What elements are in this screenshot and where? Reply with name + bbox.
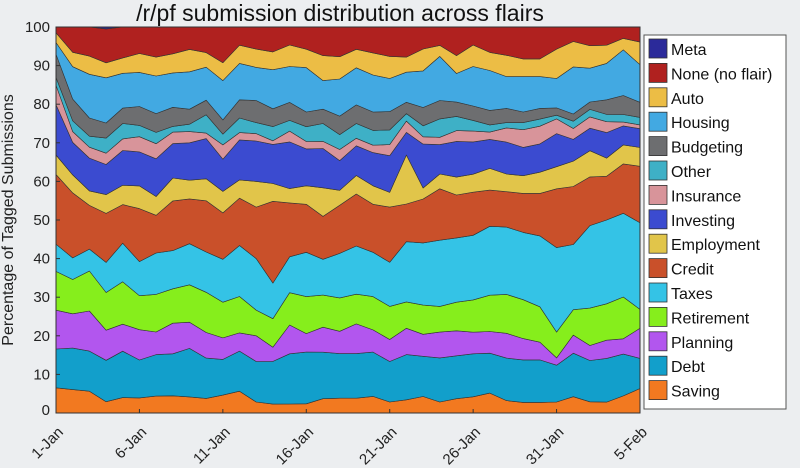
- x-tick-label: 11-Jan: [190, 424, 234, 468]
- y-tick-label: 70: [33, 135, 50, 152]
- legend-label: Employment: [671, 237, 760, 254]
- legend-label: Debt: [671, 359, 705, 376]
- y-tick-label: 30: [33, 289, 50, 306]
- y-axis-label: Percentage of Tagged Submissions: [0, 94, 17, 345]
- legend-label: Housing: [671, 115, 730, 132]
- legend-swatch: [648, 306, 668, 327]
- legend-label: Saving: [671, 384, 720, 401]
- legend-swatch: [648, 233, 668, 254]
- y-ticks: 0 10 20 30 40 50 60 70 80 90 100: [25, 19, 60, 419]
- legend-label: Budgeting: [671, 140, 743, 157]
- legend-swatch: [648, 136, 668, 157]
- y-tick-label: 80: [33, 96, 50, 113]
- y-tick-label: 40: [33, 251, 50, 268]
- chart-title: /r/pf submission distribution across fla…: [136, 0, 544, 26]
- legend-label: Retirement: [671, 310, 750, 327]
- legend-swatch: [648, 331, 668, 352]
- legend-swatch: [648, 184, 668, 205]
- legend-swatch: [648, 355, 668, 376]
- y-tick-label: 100: [25, 19, 50, 36]
- x-tick-label: 31-Jan: [523, 424, 567, 468]
- legend-label: Planning: [671, 335, 733, 352]
- legend-swatch: [648, 160, 668, 181]
- legend-label: Taxes: [671, 286, 713, 303]
- area-layers: [55, 26, 641, 414]
- y-tick-label: 20: [33, 328, 50, 345]
- legend-swatch: [648, 380, 668, 401]
- legend-label: Auto: [671, 91, 704, 108]
- legend-label: Investing: [671, 213, 735, 230]
- y-tick-label: 60: [33, 173, 50, 190]
- legend-label: None (no flair): [671, 66, 772, 83]
- x-tick-label: 16-Jan: [273, 424, 317, 468]
- y-tick-label: 10: [33, 366, 50, 383]
- legend-swatch: [648, 38, 668, 59]
- legend-swatch: [648, 87, 668, 108]
- legend-label: Insurance: [671, 188, 741, 205]
- x-tick-label: 21-Jan: [356, 424, 400, 468]
- legend: Meta None (no flair) Auto Housing Budgeting O…: [643, 34, 787, 410]
- legend-box: [643, 34, 787, 410]
- x-tick-label: 5-Feb: [611, 424, 651, 464]
- x-tick-label: 26-Jan: [440, 424, 484, 468]
- legend-swatch: [648, 111, 668, 132]
- legend-swatch: [648, 63, 668, 83]
- y-tick-label: 0: [42, 402, 50, 419]
- legend-swatch: [648, 282, 668, 303]
- legend-label: Other: [671, 164, 712, 181]
- x-ticks: 1-Jan 6-Jan 11-Jan 16-Jan 21-Jan 26-Jan 31-Jan…: [28, 409, 651, 468]
- legend-label: Credit: [671, 262, 714, 279]
- legend-swatch: [648, 209, 668, 230]
- y-tick-label: 50: [33, 212, 50, 229]
- x-tick-label: 6-Jan: [112, 424, 151, 463]
- y-tick-label: 90: [33, 58, 50, 75]
- legend-swatch: [648, 258, 668, 279]
- x-tick-label: 1-Jan: [28, 424, 67, 463]
- legend-label: Meta: [671, 42, 707, 59]
